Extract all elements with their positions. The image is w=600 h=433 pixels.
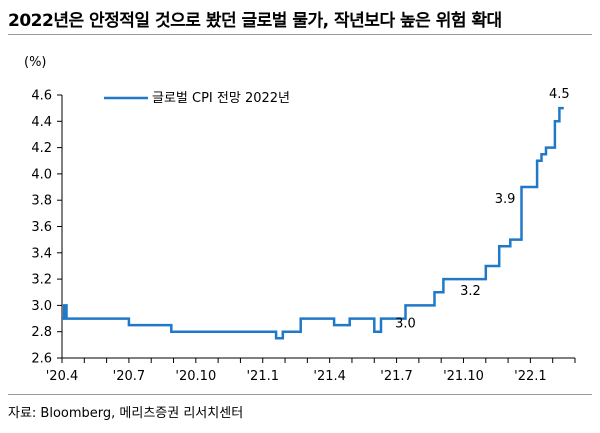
x-tick-label: '22.1 xyxy=(514,369,547,384)
y-unit-label: (%) xyxy=(24,55,47,70)
y-tick-label: 2.6 xyxy=(31,352,52,367)
x-tick-label: '21.10 xyxy=(443,369,484,384)
source-divider xyxy=(8,394,592,395)
y-tick-label: 3.2 xyxy=(31,273,52,288)
y-tick-label: 3.0 xyxy=(31,299,52,314)
x-tick-label: '20.4 xyxy=(46,369,79,384)
x-tick-label: '21.1 xyxy=(246,369,279,384)
y-tick-label: 3.4 xyxy=(31,246,52,261)
y-tick-label: 4.2 xyxy=(31,141,52,156)
x-tick-label: '20.7 xyxy=(113,369,146,384)
data-label: 4.5 xyxy=(549,87,570,102)
y-tick-label: 2.8 xyxy=(31,325,52,340)
data-label: 3.0 xyxy=(395,316,416,331)
source-note: 자료: Bloomberg, 메리츠증권 리서치센터 xyxy=(8,406,244,421)
y-tick-label: 4.4 xyxy=(31,115,52,130)
x-tick-label: '21.7 xyxy=(380,369,413,384)
legend-label: 글로벌 CPI 전망 2022년 xyxy=(152,91,290,106)
y-tick-label: 3.8 xyxy=(31,194,52,209)
y-tick-label: 3.6 xyxy=(31,220,52,235)
data-label: 3.9 xyxy=(495,192,516,207)
x-axis: '20.4 '20.7 '20.10 '21.1 '21.4 '21.7 '21.10 '22… xyxy=(46,357,576,384)
y-axis: 2.6 2.8 3.0 3.2 3.4 3.6 3.8 4.0 4.2 4.4 4.6 xyxy=(31,89,63,367)
chart-title: 2022년은 안정적일 것으로 봤던 글로벌 물가, 작년보다 높은 위험 확대 xyxy=(8,11,502,31)
title-divider xyxy=(8,34,592,35)
x-tick-label: '20.10 xyxy=(175,369,216,384)
data-labels: 4.5 3.9 3.2 3.0 xyxy=(395,87,570,331)
legend: 글로벌 CPI 전망 2022년 xyxy=(104,91,290,106)
data-label: 3.2 xyxy=(460,284,481,299)
y-tick-label: 4.0 xyxy=(31,167,52,182)
x-tick-label: '21.4 xyxy=(313,369,346,384)
y-tick-label: 4.6 xyxy=(31,89,52,104)
series-line-global-cpi-2022 xyxy=(62,106,564,340)
